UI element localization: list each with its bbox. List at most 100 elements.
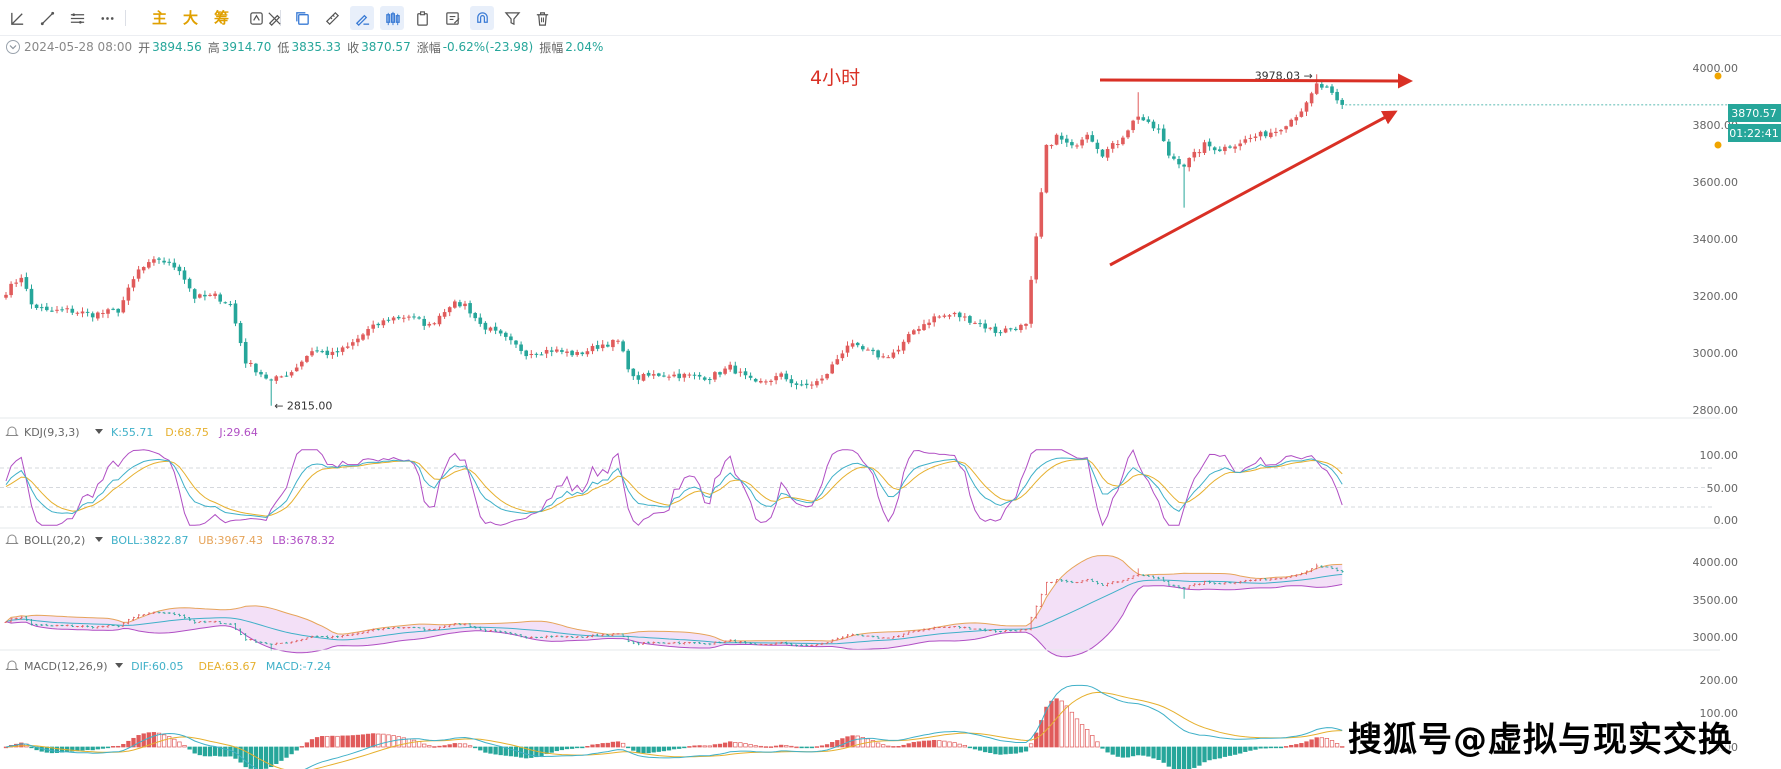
candlestick-button[interactable] bbox=[380, 6, 404, 30]
draw-mode-icon bbox=[355, 14, 369, 26]
macd-histogram-bar bbox=[1227, 746, 1233, 756]
macd-histogram-bar bbox=[733, 742, 738, 748]
ruler-button[interactable] bbox=[320, 6, 344, 30]
toolbar-separator bbox=[125, 10, 126, 26]
candle-body bbox=[1080, 139, 1084, 146]
trend-line-button[interactable] bbox=[35, 6, 59, 30]
candle-body bbox=[804, 383, 809, 386]
candle-body bbox=[366, 329, 370, 336]
boll-lb-value: LB:3678.32 bbox=[272, 534, 335, 547]
macd-histogram-bar bbox=[916, 741, 922, 748]
macd-histogram-bar bbox=[1079, 724, 1085, 748]
candle-body bbox=[1248, 137, 1253, 139]
macd-histogram-bar bbox=[875, 742, 881, 748]
main-indicator-button-1[interactable]: 大 bbox=[183, 9, 199, 27]
alert-bell-icon[interactable] bbox=[5, 426, 19, 436]
trash-button[interactable] bbox=[530, 6, 554, 30]
dropdown-caret-icon[interactable] bbox=[115, 663, 124, 668]
candle-body bbox=[228, 304, 233, 306]
macd-histogram-bar bbox=[641, 746, 646, 754]
candle-body bbox=[606, 344, 610, 347]
dropdown-caret-icon[interactable] bbox=[95, 537, 103, 542]
macd-histogram-bar bbox=[993, 746, 998, 755]
copy-button[interactable] bbox=[290, 6, 314, 30]
macd-histogram-bar bbox=[269, 746, 274, 768]
candle-body bbox=[1197, 152, 1202, 154]
macd-histogram-bar bbox=[345, 735, 350, 748]
candle-body bbox=[1070, 142, 1074, 146]
candle-body bbox=[957, 312, 962, 318]
edit-button[interactable] bbox=[262, 6, 286, 30]
magnet-button[interactable] bbox=[470, 6, 494, 30]
candle-body bbox=[1304, 102, 1309, 112]
macd-histogram-bar bbox=[1187, 746, 1192, 769]
sync-button[interactable] bbox=[244, 6, 268, 30]
candle-body bbox=[106, 309, 110, 314]
macd-histogram-bar bbox=[493, 746, 498, 755]
macd-histogram-bar bbox=[554, 746, 559, 752]
macd-histogram-bar bbox=[610, 741, 616, 748]
dropdown-caret-icon[interactable] bbox=[95, 429, 103, 434]
parallel-lines-button[interactable] bbox=[65, 6, 89, 30]
macd-histogram-bar bbox=[559, 746, 565, 751]
candle-body bbox=[1284, 126, 1288, 130]
candle-body bbox=[386, 319, 391, 321]
candle-body bbox=[917, 328, 921, 331]
macd-histogram-bar bbox=[1018, 746, 1024, 753]
candle-body bbox=[544, 349, 549, 354]
macd-histogram-bar bbox=[901, 744, 906, 748]
candle-body bbox=[483, 322, 488, 330]
candle-body bbox=[442, 312, 447, 317]
kdj-name: KDJ(9,3,3) bbox=[24, 426, 80, 439]
macd-histogram-bar bbox=[564, 746, 570, 750]
alert-bell-icon[interactable] bbox=[5, 660, 19, 670]
candle-body bbox=[1008, 328, 1013, 330]
line-tool-button[interactable] bbox=[5, 6, 29, 30]
macd-histogram-bar bbox=[202, 746, 208, 757]
macd-histogram-bar bbox=[478, 746, 483, 751]
draw-mode-button[interactable] bbox=[350, 6, 374, 30]
main-indicator-button-2[interactable]: 筹 bbox=[214, 9, 230, 27]
macd-histogram-bar bbox=[151, 732, 157, 748]
resistance-arrow bbox=[1099, 73, 1413, 89]
candle-body bbox=[723, 368, 727, 374]
macd-histogram-bar bbox=[457, 743, 463, 748]
macd-histogram-bar bbox=[396, 736, 401, 748]
more-tools-button[interactable] bbox=[95, 6, 119, 30]
macd-histogram-bar bbox=[498, 746, 503, 756]
macd-histogram-bar bbox=[121, 743, 126, 748]
filter-button[interactable] bbox=[500, 6, 524, 30]
candle-body bbox=[320, 351, 324, 353]
amplitude-value: 2.04% bbox=[565, 40, 604, 54]
candle-body bbox=[1167, 141, 1171, 156]
chart-canvas[interactable]: 4000.00 3800.00 3600.00 3400.00 3200.00 3000.… bbox=[0, 56, 1781, 769]
boll-header: BOLL(20,2) BOLL:3822.87 UB:3967.43 LB:3678.… bbox=[5, 534, 335, 547]
candle-body bbox=[1228, 146, 1232, 148]
paste-button[interactable] bbox=[410, 6, 434, 30]
candle-body bbox=[269, 379, 273, 381]
candle-body bbox=[1320, 84, 1324, 88]
macd-histogram-bar bbox=[447, 744, 452, 748]
candle-body bbox=[1156, 128, 1161, 130]
candle-body bbox=[1151, 121, 1156, 129]
macd-histogram-bar bbox=[1100, 746, 1105, 749]
candle-body bbox=[519, 344, 523, 351]
candle-body bbox=[728, 364, 732, 370]
macd-histogram-bar bbox=[19, 742, 24, 748]
candle-body bbox=[50, 310, 54, 312]
macd-histogram-bar bbox=[1008, 746, 1013, 754]
macd-histogram-bar bbox=[85, 746, 90, 751]
macd-histogram-bar bbox=[212, 746, 218, 756]
candle-body bbox=[1141, 117, 1146, 121]
collapse-chevron-icon[interactable] bbox=[6, 40, 20, 54]
macd-histogram-bar bbox=[1329, 740, 1335, 748]
candle-body bbox=[437, 315, 442, 325]
macd-histogram-bar bbox=[799, 746, 804, 749]
candle-body bbox=[458, 302, 462, 307]
alert-bell-icon[interactable] bbox=[5, 534, 19, 544]
macd-histogram-bar bbox=[1090, 735, 1095, 748]
note-button[interactable] bbox=[440, 6, 464, 30]
main-indicator-button-0[interactable]: 主 bbox=[152, 9, 168, 27]
candle-body bbox=[784, 373, 789, 380]
candle-body bbox=[1177, 159, 1181, 165]
